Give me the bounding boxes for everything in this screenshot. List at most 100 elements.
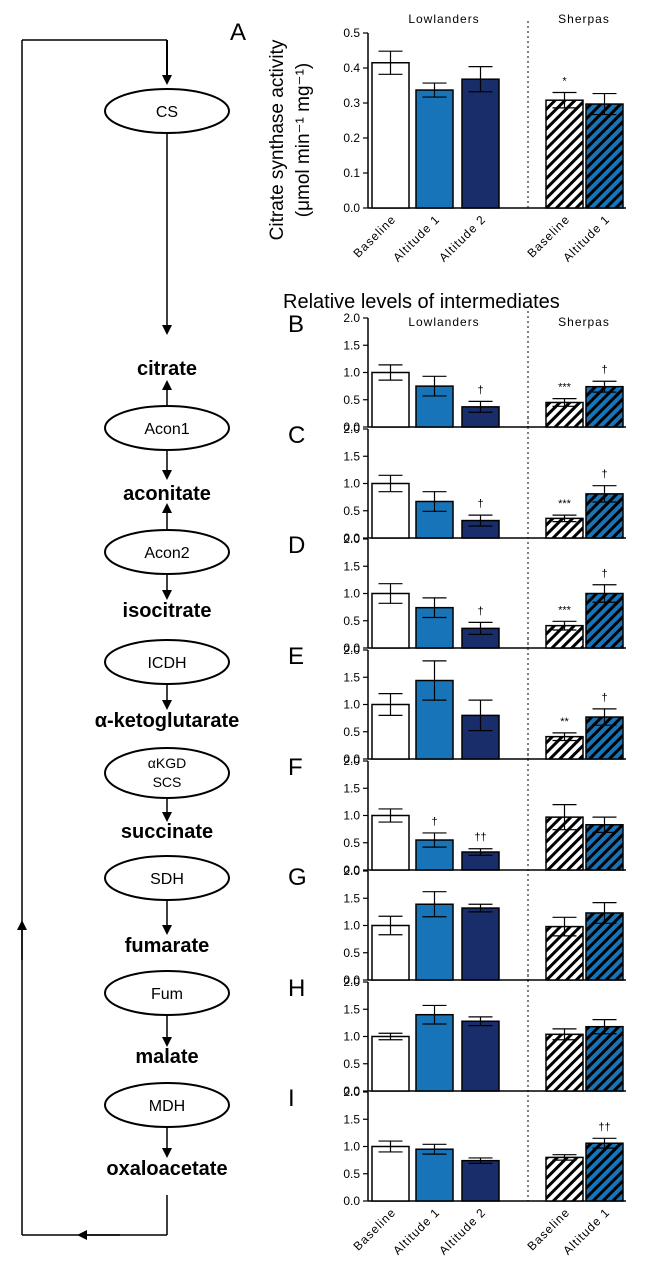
y-tick-label: 0.4 — [343, 61, 360, 75]
category-label: Altitude 1 — [390, 1205, 442, 1257]
enzyme-label-fum: Fum — [151, 986, 183, 1003]
metabolite-succinate: succinate — [121, 821, 213, 843]
y-tick-label: 2.0 — [343, 754, 360, 768]
enzyme-label-cs: CS — [156, 104, 178, 121]
group-label-lowlanders: Lowlanders — [408, 12, 479, 26]
y-tick-label: 0.5 — [343, 725, 360, 739]
category-label: Altitude 2 — [436, 212, 488, 264]
y-tick-label: 0.5 — [343, 26, 360, 40]
metabolite-isocitrate: isocitrate — [123, 600, 212, 622]
metabolite-malate: malate — [135, 1046, 198, 1068]
y-tick-label: 1.0 — [343, 366, 360, 380]
panel-letter-e: E — [288, 643, 304, 670]
bar — [585, 1025, 624, 1092]
bar — [585, 1142, 624, 1202]
enzyme-label-scs: SCS — [153, 774, 182, 790]
enzyme-label-icdh: ICDH — [147, 655, 186, 672]
significance-mark: †† — [598, 1121, 610, 1133]
y-tick-label: 0.1 — [343, 166, 360, 180]
y-tick-label: 0.0 — [343, 752, 360, 766]
y-tick-label: 1.5 — [343, 1002, 360, 1016]
y-tick-label: 0.5 — [343, 1167, 360, 1181]
y-tick-label: 1.0 — [343, 587, 360, 601]
bar — [415, 89, 454, 209]
significance-mark: † — [601, 469, 607, 481]
bar — [585, 824, 624, 871]
chart-panel-g: G 0.0 0.5 1.0 1.5 2.0 — [288, 859, 626, 987]
significance-mark: † — [477, 384, 483, 396]
y-tick-label: 1.0 — [343, 919, 360, 933]
bar — [371, 1035, 410, 1092]
section-title: Relative levels of intermediates — [283, 291, 560, 313]
significance-mark: * — [562, 76, 567, 88]
bar — [545, 99, 584, 209]
y-tick-label: 0.5 — [343, 504, 360, 518]
y-tick-label: 0.0 — [343, 863, 360, 877]
bar — [415, 1148, 454, 1202]
bar — [585, 103, 624, 209]
chart-panel-f: F0.00.51.01.52.0††† — [288, 749, 626, 877]
y-tick-label: 2.0 — [343, 643, 360, 657]
metabolite-citrate: citrate — [137, 358, 197, 380]
y-tick-label: 0.0 — [343, 1084, 360, 1098]
y-tick-label: 0.5 — [343, 946, 360, 960]
significance-mark: † — [431, 816, 437, 828]
bar — [461, 78, 500, 209]
enzyme-label-acon1: Acon1 — [144, 421, 189, 438]
y-tick-label: 0.0 — [343, 641, 360, 655]
panel-letter-f: F — [288, 754, 303, 781]
panel-letter-a: A — [230, 19, 246, 46]
y-tick-label: 2.0 — [343, 532, 360, 546]
y-tick-label: 1.0 — [343, 698, 360, 712]
y-tick-label: 0.0 — [343, 973, 360, 987]
significance-mark: † — [601, 692, 607, 704]
bar — [545, 1033, 584, 1092]
panel-letter-b: B — [288, 311, 304, 338]
metabolite-aconitate: aconitate — [123, 483, 211, 505]
significance-mark: *** — [558, 604, 572, 616]
y-tick-label: 2.0 — [343, 864, 360, 878]
chart-panel-d: D 0.0 0.5 1.0 1.5 2.0 † *** † — [288, 527, 626, 655]
bar — [371, 814, 410, 871]
bar — [461, 1020, 500, 1092]
group-label-lowlanders: Lowlanders — [408, 315, 479, 329]
panel-a-ylabel-line1: Citrate synthase activity — [267, 39, 288, 240]
panel-letter-g: G — [288, 864, 307, 891]
tca-cycle-pathway: CS Acon1 Acon2 ICDH αKGD SCS SDH Fum MDH… — [17, 39, 239, 1240]
enzyme-oval-cs — [104, 88, 230, 134]
significance-mark: ** — [560, 716, 569, 728]
significance-mark: *** — [558, 382, 572, 394]
significance-mark: † — [477, 605, 483, 617]
bar — [371, 482, 410, 539]
group-label-sherpas: Sherpas — [558, 12, 610, 26]
bar — [371, 62, 410, 209]
bar — [415, 1013, 454, 1092]
metabolite-fumarate: fumarate — [125, 935, 209, 957]
y-tick-label: 0.0 — [343, 420, 360, 434]
chart-panel-h: H 0.0 0.5 1.0 1.5 2.0 — [288, 970, 626, 1098]
y-tick-label: 2.0 — [343, 1085, 360, 1099]
bar — [461, 907, 500, 981]
y-tick-label: 2.0 — [343, 975, 360, 989]
y-tick-label: 1.5 — [343, 449, 360, 463]
significance-mark: †† — [474, 832, 486, 844]
bar — [461, 1159, 500, 1202]
y-tick-label: 1.0 — [343, 809, 360, 823]
y-tick-label: 2.0 — [343, 311, 360, 325]
enzyme-label-akgd: αKGD — [148, 755, 186, 771]
panel-letter-d: D — [288, 532, 305, 559]
y-tick-label: 0.3 — [343, 96, 360, 110]
y-tick-label: 1.5 — [343, 338, 360, 352]
y-tick-label: 0.5 — [343, 614, 360, 628]
bar — [371, 371, 410, 428]
y-tick-label: 2.0 — [343, 422, 360, 436]
y-tick-label: 1.5 — [343, 670, 360, 684]
y-tick-label: 1.5 — [343, 891, 360, 905]
significance-mark: † — [477, 498, 483, 510]
chart-panel-e: E 0.0 0.5 1.0 1.5 2.0 ** † — [288, 638, 626, 766]
chart-panel-c: C 0.0 0.5 1.0 1.5 2.0 † *** † — [288, 417, 626, 545]
y-tick-label: 0.0 — [343, 1194, 360, 1208]
significance-mark: † — [601, 568, 607, 580]
enzyme-label-mdh: MDH — [149, 1098, 185, 1115]
